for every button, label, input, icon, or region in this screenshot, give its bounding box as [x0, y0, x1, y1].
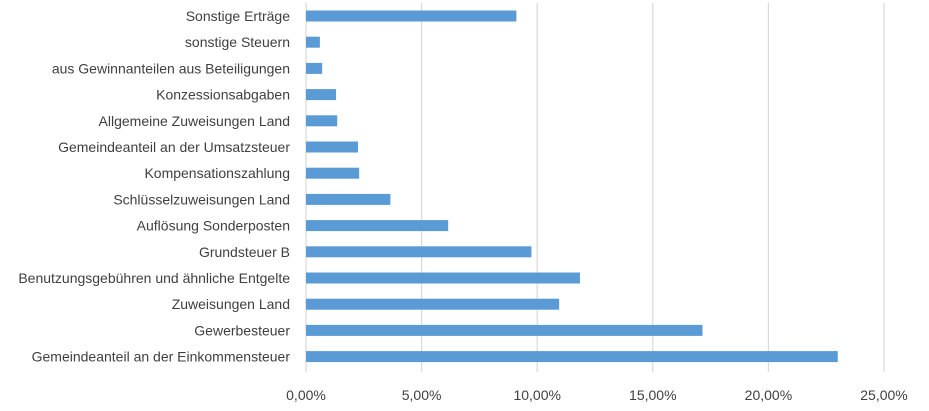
- gridlines: [305, 3, 885, 372]
- bars: [306, 10, 838, 363]
- category-label: Allgemeine Zuweisungen Land: [99, 113, 290, 129]
- category-label: aus Gewinnanteilen aus Beteiligungen: [52, 60, 290, 76]
- bar: [306, 351, 838, 363]
- x-tick-label: 5,00%: [402, 387, 442, 403]
- category-label: Benutzungsgebühren und ähnliche Entgelte: [18, 270, 290, 286]
- x-tick-label: 10,00%: [513, 387, 560, 403]
- x-tick-label: 15,00%: [629, 387, 676, 403]
- x-tick-labels: 0,00% 5,00% 10,00% 15,00% 20,00% 25,00%: [286, 387, 908, 403]
- bar: [306, 10, 517, 22]
- category-label: Schlüsselzuweisungen Land: [113, 191, 290, 207]
- bar: [306, 324, 703, 336]
- x-tick-label: 0,00%: [286, 387, 326, 403]
- bar: [306, 193, 391, 205]
- category-label: Sonstige Erträge: [186, 8, 290, 24]
- x-tick-label: 20,00%: [745, 387, 792, 403]
- bar: [306, 141, 359, 153]
- bar: [306, 220, 449, 232]
- bar: [306, 246, 532, 258]
- category-label: Zuweisungen Land: [172, 296, 290, 312]
- category-label: sonstige Steuern: [185, 34, 290, 50]
- bar: [306, 115, 338, 127]
- category-labels: Sonstige Erträge sonstige Steuern aus Gewi…: [18, 8, 290, 365]
- category-label: Grundsteuer B: [199, 244, 290, 260]
- category-label: Gemeindeanteil an der Einkommensteuer: [32, 349, 291, 365]
- category-label: Auflösung Sonderposten: [137, 218, 290, 234]
- bar: [306, 272, 580, 284]
- category-label: Kompensationszahlung: [144, 165, 290, 181]
- bar: [306, 298, 560, 310]
- category-label: Gewerbesteuer: [194, 322, 290, 338]
- category-label: Konzessionsabgaben: [156, 87, 290, 103]
- bar: [306, 89, 337, 101]
- bar: [306, 167, 360, 179]
- category-label: Gemeindeanteil an der Umsatzsteuer: [58, 139, 290, 155]
- bar: [306, 62, 323, 74]
- bar: [306, 36, 320, 48]
- x-tick-label: 25,00%: [860, 387, 907, 403]
